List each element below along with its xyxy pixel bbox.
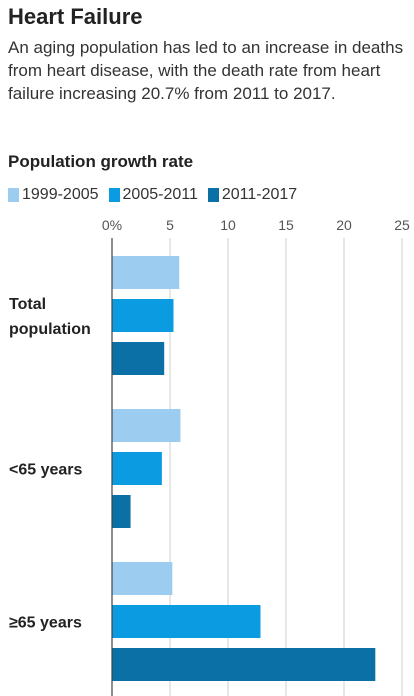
category-label: Total bbox=[9, 296, 46, 313]
legend-label: 2011-2017 bbox=[221, 186, 298, 203]
bar bbox=[112, 605, 261, 638]
x-tick-label: 0% bbox=[102, 217, 122, 233]
x-tick-label: 25 bbox=[394, 217, 410, 233]
x-tick-label: 15 bbox=[278, 217, 294, 233]
legend-item-2011-2017: 2011-2017 bbox=[207, 186, 298, 204]
x-tick-label: 10 bbox=[220, 217, 236, 233]
bar bbox=[112, 495, 131, 528]
chart-heading: Population growth rate bbox=[8, 152, 194, 171]
bar bbox=[112, 256, 180, 289]
legend-item-1999-2005: 1999-2005 bbox=[8, 186, 99, 204]
category-label: <65 years bbox=[9, 462, 83, 479]
legend-swatch bbox=[8, 188, 19, 202]
x-tick-label: 20 bbox=[336, 217, 352, 233]
bar bbox=[112, 452, 162, 485]
category-label: ≥65 years bbox=[9, 615, 82, 632]
legend-label: 1999-2005 bbox=[22, 186, 99, 203]
chart-subtitle: An aging population has led to an increa… bbox=[8, 38, 404, 103]
x-tick-label: 5 bbox=[166, 217, 174, 233]
legend-swatch bbox=[207, 188, 219, 202]
legend-item-2005-2011: 2005-2011 bbox=[108, 186, 198, 204]
category-label: population bbox=[9, 321, 91, 338]
bar bbox=[112, 299, 174, 332]
bar bbox=[112, 409, 181, 442]
bar bbox=[112, 648, 376, 681]
legend-swatch bbox=[108, 188, 120, 202]
legend-label: 2005-2011 bbox=[122, 186, 198, 203]
legend: 1999-2005 2005-2011 2011-2017 bbox=[8, 186, 307, 204]
bar bbox=[112, 342, 165, 375]
chart-title: Heart Failure bbox=[8, 4, 143, 29]
bar bbox=[112, 562, 173, 595]
